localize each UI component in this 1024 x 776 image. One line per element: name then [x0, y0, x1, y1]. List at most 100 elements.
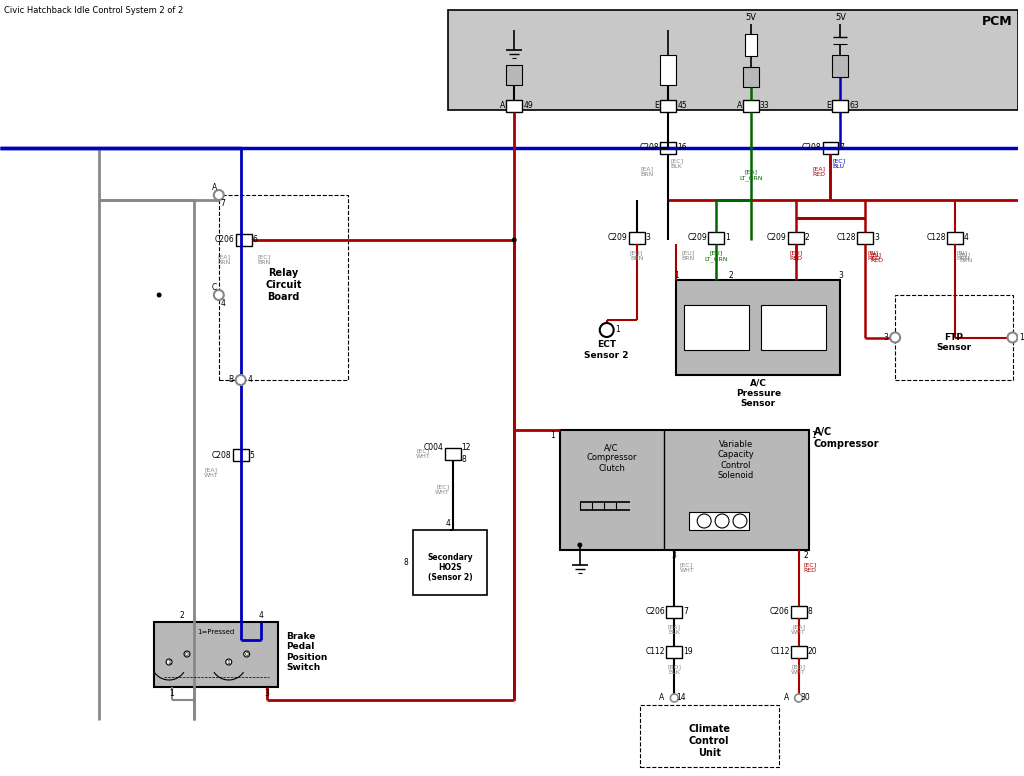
Bar — [833, 55, 849, 77]
Text: [EA]
LT_GRN: [EA] LT_GRN — [739, 169, 763, 181]
Circle shape — [184, 651, 190, 657]
Text: [EC]
BRN: [EC] BRN — [257, 255, 270, 265]
Text: 1: 1 — [674, 271, 679, 279]
Bar — [744, 34, 757, 56]
Circle shape — [214, 190, 224, 200]
Circle shape — [890, 332, 900, 342]
Text: 14: 14 — [676, 694, 686, 702]
Text: 12: 12 — [462, 444, 471, 452]
Text: 0: 0 — [185, 652, 188, 656]
Text: [EC]
WHT: [EC] WHT — [679, 563, 694, 573]
Text: [EA]
RED: [EA] RED — [812, 167, 825, 178]
Bar — [689, 512, 749, 530]
Text: 8: 8 — [462, 456, 466, 465]
Text: [EA]
BRN: [EA] BRN — [217, 255, 230, 265]
Circle shape — [244, 651, 250, 657]
Text: A: A — [659, 694, 665, 702]
Text: 3: 3 — [645, 234, 650, 242]
Text: [BI]
BRN: [BI] BRN — [959, 253, 973, 263]
Bar — [833, 100, 849, 112]
Text: 8: 8 — [808, 608, 812, 616]
Text: 5V: 5V — [835, 13, 846, 23]
Circle shape — [671, 694, 678, 702]
Bar — [506, 100, 522, 112]
Bar — [791, 646, 807, 658]
Circle shape — [733, 514, 746, 528]
Bar — [684, 305, 749, 350]
Text: C: C — [212, 282, 217, 292]
Text: C112: C112 — [770, 647, 790, 656]
Bar — [629, 232, 644, 244]
Text: [EU]
BRN: [EU] BRN — [630, 251, 643, 262]
Bar — [219, 195, 348, 380]
Bar — [787, 232, 804, 244]
Text: A/C
Pressure
Sensor: A/C Pressure Sensor — [736, 378, 781, 408]
Bar — [743, 100, 759, 112]
Text: PCM: PCM — [982, 15, 1013, 28]
Text: 2: 2 — [729, 271, 733, 279]
Text: 45: 45 — [677, 102, 687, 110]
Text: E: E — [826, 102, 831, 110]
Bar — [791, 606, 807, 618]
Bar — [560, 430, 809, 550]
Circle shape — [214, 290, 224, 300]
Text: 1: 1 — [812, 431, 816, 439]
Text: [EU]
RED: [EU] RED — [790, 251, 803, 262]
Text: 30: 30 — [801, 694, 810, 702]
Text: ECT
Sensor 2: ECT Sensor 2 — [585, 341, 629, 360]
Text: 2: 2 — [805, 234, 809, 242]
Text: A/C
Compressor
Clutch: A/C Compressor Clutch — [587, 443, 637, 473]
Text: [BO]
BLK: [BO] BLK — [668, 664, 681, 675]
Bar — [640, 705, 779, 767]
Text: C128: C128 — [837, 234, 856, 242]
Text: 20: 20 — [808, 647, 817, 656]
Bar — [676, 280, 841, 375]
Text: 1: 1 — [1020, 333, 1024, 342]
Bar — [444, 448, 461, 460]
Text: C206: C206 — [646, 608, 666, 616]
Text: 1: 1 — [227, 660, 230, 664]
Text: [BI]
RED: [BI] RED — [867, 251, 881, 262]
Text: C206: C206 — [770, 608, 790, 616]
Text: 1: 1 — [550, 431, 555, 439]
Circle shape — [795, 694, 803, 702]
Text: [EC]
BLK: [EC] BLK — [671, 158, 683, 169]
Circle shape — [600, 323, 613, 337]
Text: C209: C209 — [767, 234, 786, 242]
Text: C208: C208 — [640, 144, 659, 153]
Bar — [743, 67, 759, 87]
Bar — [857, 232, 873, 244]
Text: 4: 4 — [248, 376, 253, 384]
Circle shape — [236, 375, 246, 385]
Bar — [660, 142, 676, 154]
Text: [BI]
RED: [BI] RED — [870, 253, 884, 263]
Text: 49: 49 — [523, 102, 532, 110]
Bar — [822, 142, 839, 154]
Circle shape — [157, 293, 162, 297]
Text: [EU]
BRN: [EU] BRN — [681, 251, 694, 262]
Text: C209: C209 — [687, 234, 708, 242]
Text: 3: 3 — [838, 271, 843, 279]
Circle shape — [225, 659, 231, 665]
Text: [BI]
BRN: [BI] BRN — [956, 251, 970, 262]
Circle shape — [697, 514, 711, 528]
Text: [EA]
WHT: [EA] WHT — [204, 468, 218, 478]
Bar — [232, 449, 249, 461]
Bar — [895, 295, 1013, 380]
Bar — [447, 10, 1019, 110]
Text: C206: C206 — [215, 235, 234, 244]
Text: [EU]
LT_GRN: [EU] LT_GRN — [705, 250, 728, 262]
Text: [EA]
BLK: [EA] BLK — [668, 625, 681, 636]
Bar — [155, 622, 279, 687]
Text: 5V: 5V — [745, 13, 757, 23]
Text: [EC]
WHT: [EC] WHT — [435, 484, 450, 495]
Bar — [761, 305, 825, 350]
Text: 2: 2 — [179, 611, 184, 619]
Text: 1=Pressed: 1=Pressed — [198, 629, 234, 635]
Text: 5: 5 — [250, 451, 255, 459]
Text: 63: 63 — [849, 102, 859, 110]
Text: 4: 4 — [964, 234, 969, 242]
Text: Relay
Circuit
Board: Relay Circuit Board — [265, 268, 302, 302]
Text: Secondary
HO2S
(Sensor 2): Secondary HO2S (Sensor 2) — [427, 553, 473, 583]
Text: C112: C112 — [646, 647, 666, 656]
